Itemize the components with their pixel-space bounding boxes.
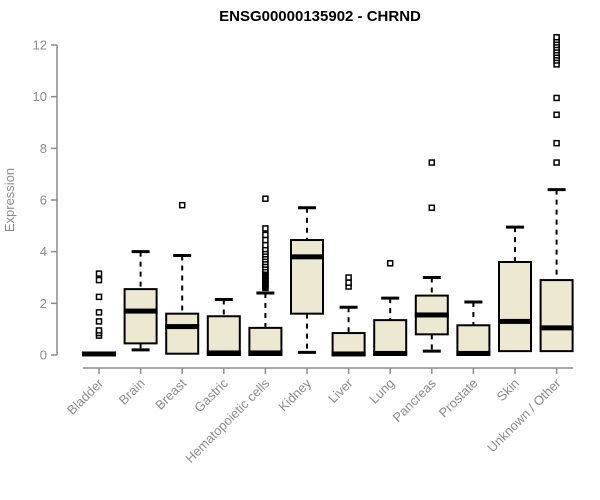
y-tick-label: 4 <box>40 244 47 259</box>
y-tick-label: 6 <box>40 193 47 208</box>
outlier-point <box>553 34 560 41</box>
outlier-point <box>553 159 560 166</box>
median-line <box>539 325 574 331</box>
outlier-point <box>262 241 269 249</box>
chart-title: ENSG00000135902 - CHRND <box>219 8 421 25</box>
median-line <box>331 351 366 357</box>
y-tick-label: 2 <box>40 296 47 311</box>
median-line <box>248 350 283 356</box>
x-category-label: Kidney <box>275 375 314 414</box>
outlier-point <box>95 276 103 284</box>
x-category-label: Liver <box>325 375 356 406</box>
box <box>206 315 241 357</box>
x-category-label: Skin <box>494 376 522 404</box>
box-group-skin <box>498 225 532 353</box>
y-tick-label: 8 <box>40 141 47 156</box>
box <box>290 239 324 315</box>
outlier-point <box>95 309 103 316</box>
box <box>165 312 200 355</box>
outlier-point <box>262 231 269 239</box>
outlier-point <box>262 236 269 244</box>
box-group-pancreas <box>414 159 449 353</box>
median-line <box>373 350 408 356</box>
outlier-point <box>428 159 436 166</box>
y-axis-title: Expression <box>2 168 17 232</box>
outlier-point <box>262 195 269 202</box>
outlier-point <box>428 204 436 212</box>
outlier-point <box>95 293 103 301</box>
box-group-liver <box>331 274 366 357</box>
outlier-point <box>553 111 560 119</box>
median-line <box>414 312 449 318</box>
box-group-unknown-other <box>539 34 574 353</box>
box-group-gastric <box>206 297 241 357</box>
y-tick-label: 0 <box>40 348 47 363</box>
box-group-prostate <box>456 300 491 357</box>
box-group-breast <box>165 201 200 355</box>
outlier-point <box>345 279 352 286</box>
box <box>539 279 574 353</box>
outlier-point <box>345 274 352 281</box>
median-line <box>498 318 532 324</box>
x-category-label: Pancreas <box>389 375 439 425</box>
outlier-point <box>553 139 560 147</box>
outlier-point <box>386 260 394 267</box>
x-category-label: Prostate <box>436 376 481 421</box>
y-tick-label: 10 <box>33 89 47 104</box>
x-category-label: Gastric <box>191 375 231 415</box>
median-line <box>123 308 158 314</box>
box-group-brain <box>123 250 158 352</box>
x-category-label: Lung <box>366 376 397 407</box>
outlier-point <box>95 318 103 325</box>
outlier-point <box>262 225 269 232</box>
median-line <box>290 254 324 260</box>
box-group-lung <box>373 260 408 356</box>
box-group-bladder <box>82 270 116 357</box>
outlier-point <box>95 327 103 334</box>
median-line <box>82 351 116 357</box>
box <box>498 261 532 353</box>
outlier-point <box>553 94 560 102</box>
median-line <box>456 350 491 356</box>
x-category-label: Brain <box>116 376 148 408</box>
box-group-hematopoietic-cells <box>248 195 283 356</box>
outlier-point <box>95 270 103 277</box>
median-line <box>206 350 241 356</box>
x-category-label: Unknown / Other <box>484 375 564 455</box>
x-category-label: Breast <box>152 375 189 412</box>
box-group-kidney <box>290 206 324 354</box>
x-category-label: Bladder <box>64 375 107 418</box>
outlier-point <box>178 201 186 209</box>
y-axis: 0 2 4 6 8 10 12 Expression <box>2 38 58 363</box>
box <box>123 288 158 345</box>
y-tick-label: 12 <box>33 38 47 53</box>
box <box>373 319 408 356</box>
box <box>456 324 491 357</box>
median-line <box>165 324 200 330</box>
